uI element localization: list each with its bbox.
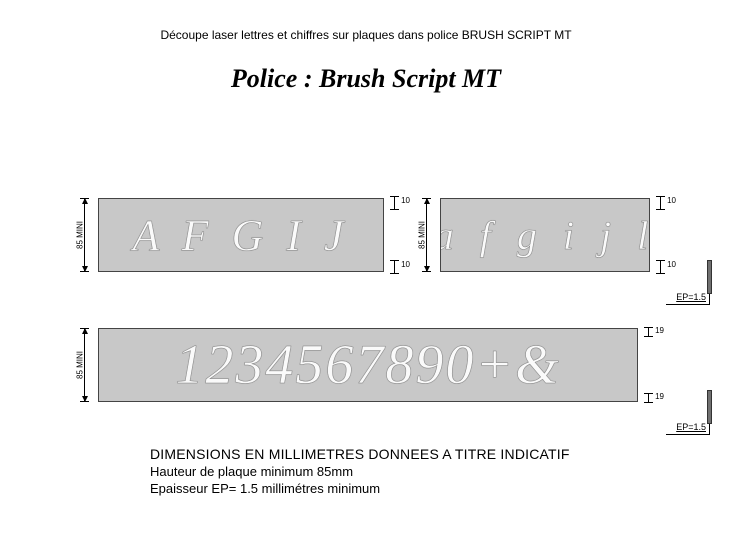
dim-margin-lower-top: 10	[654, 196, 674, 210]
row-letters: 85 MINI A F G I J 10 10 85 MINI a f g i …	[0, 198, 732, 288]
dim-margin-num-bot: 19	[642, 393, 662, 403]
plaque-upper-text: A F G I J	[133, 210, 350, 261]
dim-margin-label: 10	[667, 260, 676, 269]
dim-margin-label: 10	[401, 196, 410, 205]
ep-slab-icon	[707, 260, 712, 294]
dim-margin-label: 10	[667, 196, 676, 205]
footer-line-2: Hauteur de plaque minimum 85mm	[150, 464, 570, 479]
dim-margin-upper-top: 10	[388, 196, 408, 210]
dim-vert-upper: 85 MINI	[70, 198, 92, 272]
dim-height-label: 85 MINI	[76, 351, 85, 379]
footer-line-3: Epaisseur EP= 1.5 millimétres minimum	[150, 481, 570, 496]
dim-margin-label: 19	[655, 326, 664, 335]
plaque-upper-group: 85 MINI A F G I J 10 10	[98, 198, 384, 272]
footer-block: DIMENSIONS EN MILLIMETRES DONNEES A TITR…	[150, 446, 570, 496]
plaque-lower-group: 85 MINI a f g i j l 10 10	[440, 198, 650, 272]
dim-margin-lower-bot: 10	[654, 260, 674, 274]
dim-margin-label: 19	[655, 392, 664, 401]
plaque-lower: a f g i j l	[440, 198, 650, 272]
plaque-lower-text: a f g i j l	[440, 212, 650, 259]
plaque-upper: A F G I J	[98, 198, 384, 272]
footer-line-1: DIMENSIONS EN MILLIMETRES DONNEES A TITR…	[150, 446, 570, 462]
dim-vert-lower: 85 MINI	[412, 198, 434, 272]
page-subtitle: Découpe laser lettres et chiffres sur pl…	[0, 28, 732, 42]
dim-height-label: 85 MINI	[418, 221, 427, 249]
plaque-numbers: 1234567890+&	[98, 328, 638, 402]
font-title: Police : Brush Script MT	[0, 64, 732, 94]
plaque-numbers-group: 85 MINI 1234567890+& 19 19	[98, 328, 638, 402]
ep-slab-icon	[707, 390, 712, 424]
dim-margin-num-top: 19	[642, 327, 662, 337]
ep-label: EP=1.5	[676, 422, 706, 432]
ep-label: EP=1.5	[676, 292, 706, 302]
dim-vert-numbers: 85 MINI	[70, 328, 92, 402]
dim-margin-label: 10	[401, 260, 410, 269]
dim-height-label: 85 MINI	[76, 221, 85, 249]
plaque-numbers-text: 1234567890+&	[175, 333, 560, 397]
row-numbers: 85 MINI 1234567890+& 19 19	[0, 328, 732, 418]
dim-margin-upper-bot: 10	[388, 260, 408, 274]
